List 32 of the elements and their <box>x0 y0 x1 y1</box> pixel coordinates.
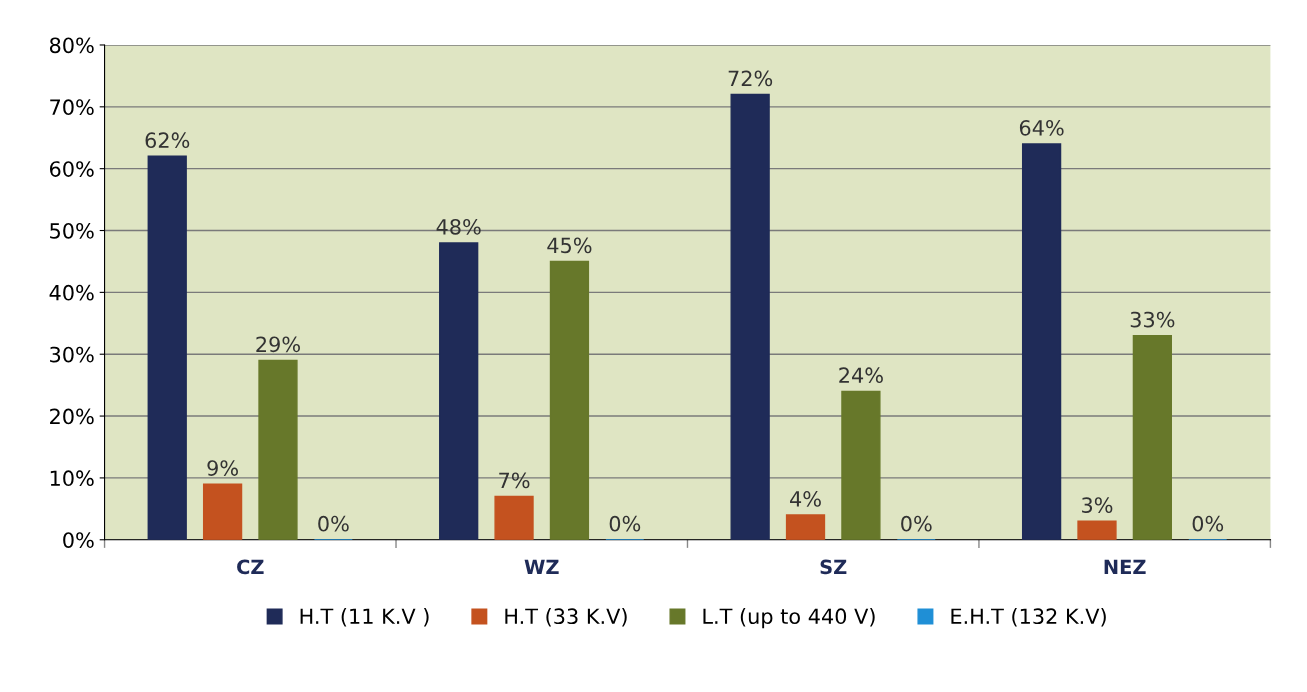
y-tick-label: 20% <box>50 408 94 425</box>
data-label: 9% <box>207 460 238 476</box>
data-label: 24% <box>839 367 883 384</box>
x-tick-label: WZ <box>524 559 559 574</box>
data-label: 64% <box>1019 119 1064 136</box>
data-label: 72% <box>728 70 773 87</box>
legend-label: H.T (33 K.V) <box>505 608 627 627</box>
y-tick-label: 60% <box>49 161 94 177</box>
legend-label: L.T (up to 440 V) <box>703 608 875 629</box>
data-label: 45% <box>547 237 592 254</box>
data-label: 3% <box>1082 497 1113 513</box>
data-label: 62% <box>145 132 190 149</box>
y-tick-label: 40% <box>49 284 94 301</box>
y-tick-label: 30% <box>50 346 94 363</box>
y-tick-label: 10% <box>50 470 94 487</box>
data-label: 4% <box>790 491 821 507</box>
x-tick-label: NEZ <box>1104 559 1146 574</box>
y-tick-label: 50% <box>50 222 94 239</box>
data-label: 29% <box>256 336 300 353</box>
data-label: 33% <box>1130 311 1175 328</box>
data-label: 0% <box>609 515 641 532</box>
y-tick-label: 70% <box>50 99 94 116</box>
data-label: 0% <box>318 515 349 532</box>
legend-label: E.H.T (132 K.V) <box>951 608 1106 627</box>
y-tick-label: 80% <box>49 37 94 54</box>
data-label: 0% <box>1192 515 1224 532</box>
x-tick-label: SZ <box>820 559 847 575</box>
y-tick-label: 0% <box>63 532 94 548</box>
legend-label: H.T (11 K.V ) <box>300 608 429 627</box>
x-tick-label: CZ <box>237 559 264 575</box>
data-label: 7% <box>499 472 530 489</box>
data-label: 0% <box>901 515 932 532</box>
